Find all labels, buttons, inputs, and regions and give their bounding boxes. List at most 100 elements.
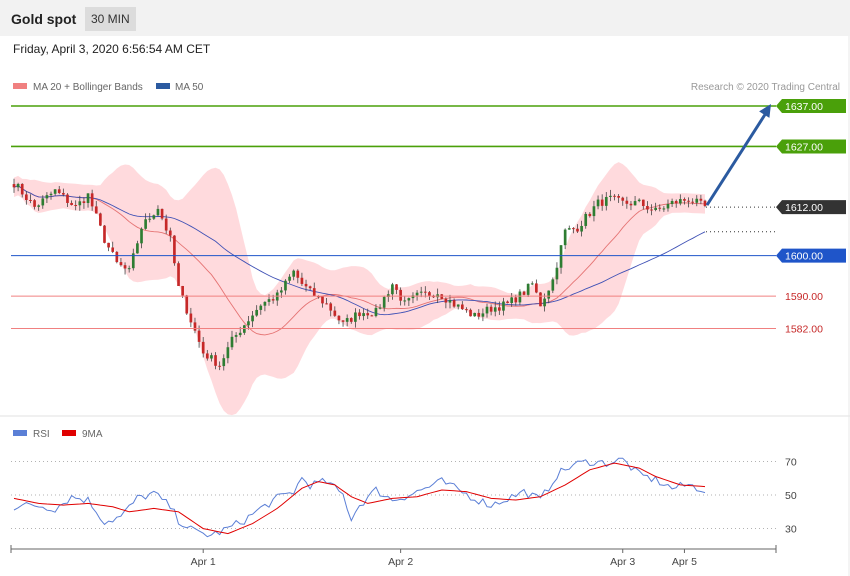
candle-body bbox=[535, 283, 538, 293]
candle-body bbox=[131, 253, 135, 269]
candle-body bbox=[242, 325, 246, 333]
candle bbox=[82, 197, 86, 209]
candle bbox=[641, 199, 645, 210]
chart-header: Gold spot 30 MIN bbox=[0, 0, 850, 36]
candle-body bbox=[280, 290, 283, 293]
candle-body bbox=[703, 200, 707, 206]
level-tag bbox=[776, 139, 846, 154]
candle-body bbox=[609, 195, 612, 197]
x-tick-label: Apr 2 bbox=[388, 556, 413, 568]
candle bbox=[197, 325, 201, 348]
candle bbox=[613, 194, 616, 201]
candle-body bbox=[90, 193, 94, 207]
candle-body bbox=[465, 309, 468, 311]
candle bbox=[168, 227, 172, 242]
candle bbox=[74, 200, 78, 211]
candle bbox=[658, 204, 662, 212]
candle bbox=[33, 199, 36, 210]
candle bbox=[140, 227, 143, 249]
candle bbox=[419, 286, 423, 298]
candle-body bbox=[506, 301, 509, 303]
candle bbox=[378, 304, 382, 310]
candle-body bbox=[136, 243, 139, 254]
candle-body bbox=[152, 215, 156, 219]
candle-body bbox=[617, 195, 620, 198]
level-support: 1590.00 bbox=[11, 291, 823, 303]
candle bbox=[189, 307, 193, 328]
candle bbox=[691, 198, 694, 205]
candle-body bbox=[201, 341, 205, 354]
candle-body bbox=[637, 199, 641, 202]
candle-body bbox=[654, 207, 657, 210]
candle bbox=[411, 292, 415, 304]
candle-body bbox=[45, 195, 49, 199]
candle-body bbox=[407, 298, 411, 301]
candle bbox=[308, 285, 312, 291]
candle-body bbox=[658, 207, 662, 209]
candle bbox=[448, 294, 452, 309]
level-tag bbox=[776, 248, 846, 263]
candle bbox=[567, 225, 571, 230]
level-value-label: 1637.00 bbox=[785, 101, 823, 113]
candle-body bbox=[107, 242, 110, 248]
candle bbox=[666, 199, 670, 212]
candle bbox=[703, 199, 707, 208]
candle bbox=[222, 354, 226, 371]
level-value-label: 1612.00 bbox=[785, 202, 823, 214]
candle bbox=[312, 282, 316, 297]
price-levels: 1637.00 1627.00 1612.00 1600.00 1590.00 1582.… bbox=[11, 99, 846, 335]
candle-body bbox=[469, 309, 472, 317]
candle bbox=[502, 297, 505, 316]
candle-body bbox=[456, 304, 460, 307]
candle bbox=[136, 240, 139, 254]
rsi-ma-line bbox=[13, 462, 706, 535]
timestamp-label: Friday, April 3, 2020 6:56:54 AM CET bbox=[13, 42, 211, 56]
candle bbox=[489, 304, 493, 316]
candle bbox=[584, 211, 588, 229]
candle bbox=[576, 224, 579, 234]
candle bbox=[366, 308, 370, 320]
candle bbox=[226, 341, 230, 364]
candle-body bbox=[16, 183, 20, 188]
candle bbox=[415, 290, 419, 301]
candle-body bbox=[473, 312, 477, 317]
x-tick: Apr 2 bbox=[388, 549, 413, 568]
legend-label-ma50: MA 50 bbox=[175, 82, 204, 93]
candle-body bbox=[197, 330, 201, 342]
candle bbox=[156, 205, 160, 217]
candle-body bbox=[613, 195, 616, 197]
candle-body bbox=[259, 305, 263, 310]
candle-body bbox=[308, 286, 312, 289]
timeframe-badge[interactable]: 30 MIN bbox=[85, 7, 136, 31]
candle bbox=[37, 204, 41, 211]
candle-body bbox=[78, 201, 82, 206]
candle bbox=[242, 324, 246, 335]
candle bbox=[440, 293, 444, 300]
candle bbox=[90, 189, 94, 211]
candle-body bbox=[580, 225, 583, 232]
candle bbox=[45, 192, 49, 204]
candle-body bbox=[33, 200, 36, 207]
candle-body bbox=[423, 291, 427, 293]
candle-body bbox=[164, 218, 168, 231]
candle-body bbox=[234, 335, 238, 337]
candle bbox=[251, 311, 254, 328]
candle bbox=[510, 293, 514, 307]
candle bbox=[444, 297, 448, 309]
candle-body bbox=[193, 322, 197, 331]
candle bbox=[288, 274, 291, 284]
candle bbox=[563, 228, 567, 250]
candle-body bbox=[144, 219, 147, 229]
candle-body bbox=[358, 312, 361, 317]
candle-body bbox=[238, 332, 242, 336]
level-pivot: 1600.00 bbox=[11, 248, 846, 263]
candle-body bbox=[321, 296, 324, 304]
level-tag bbox=[776, 200, 846, 215]
candle bbox=[592, 200, 596, 222]
candle bbox=[111, 241, 115, 254]
rsi-gridline: 30 bbox=[11, 524, 797, 536]
candle bbox=[41, 195, 45, 209]
candle-body bbox=[148, 218, 152, 220]
candle-body bbox=[111, 247, 115, 252]
credit-label: Research © 2020 Trading Central bbox=[691, 82, 840, 93]
